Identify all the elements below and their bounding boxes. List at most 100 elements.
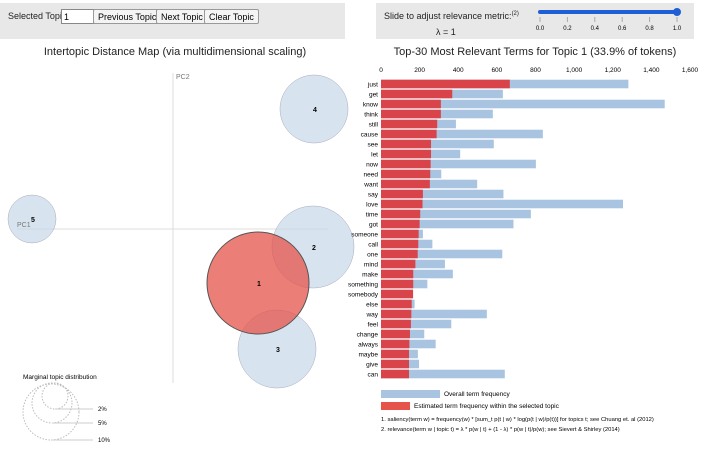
- topic-frequency-bar: [381, 349, 410, 359]
- overall-frequency-bar: [381, 319, 452, 329]
- marginal-topic-distribution: Marginal topic distribution 2% 5% 10%: [22, 374, 111, 444]
- term-label-else[interactable]: else: [366, 302, 378, 309]
- term-label-still[interactable]: still: [369, 122, 379, 129]
- term-label-cause[interactable]: cause: [361, 132, 379, 139]
- overall-frequency-bar: [381, 199, 623, 209]
- topic-frequency-bar: [381, 309, 412, 319]
- term-label-something[interactable]: something: [348, 282, 378, 289]
- overall-frequency-bar: [381, 249, 503, 259]
- marginal-label: 10%: [98, 438, 111, 444]
- term-label-can[interactable]: can: [368, 372, 379, 379]
- slider-handle[interactable]: [673, 8, 681, 16]
- overall-frequency-bar: [381, 99, 665, 109]
- topic-frequency-bar: [381, 219, 420, 229]
- term-label-change[interactable]: change: [357, 332, 379, 339]
- x-tick-label: 1,200: [605, 67, 622, 74]
- term-label-got[interactable]: got: [369, 222, 378, 229]
- term-label-see[interactable]: see: [368, 142, 379, 149]
- term-label-just[interactable]: just: [367, 82, 378, 89]
- slider-tick-label: 0.0: [536, 26, 545, 32]
- topic-frequency-bar: [381, 329, 410, 339]
- x-tick-label: 200: [414, 67, 425, 74]
- term-label-make[interactable]: make: [362, 272, 378, 279]
- topic-frequency-bar: [381, 249, 418, 259]
- term-label-think[interactable]: think: [364, 112, 378, 119]
- marginal-label: 2%: [98, 407, 107, 413]
- overall-frequency-bar: [381, 209, 531, 219]
- footnote: 1. saliency(term w) = frequency(w) * [su…: [381, 417, 654, 423]
- topic-label-3: 3: [276, 347, 280, 354]
- topic-frequency-bar: [381, 99, 441, 109]
- term-label-want[interactable]: want: [363, 182, 378, 189]
- topic-frequency-bar: [381, 199, 423, 209]
- term-label-way[interactable]: way: [365, 312, 378, 319]
- footnote: 2. relevance(term w | topic t) = λ * p(w…: [381, 427, 620, 433]
- topic-frequency-bar: [381, 179, 430, 189]
- term-label-get[interactable]: get: [369, 92, 378, 99]
- term-label-give[interactable]: give: [366, 362, 378, 369]
- term-label-let[interactable]: let: [371, 152, 378, 159]
- overall-frequency-bar: [381, 189, 504, 199]
- term-label-call[interactable]: call: [368, 242, 378, 249]
- topic-frequency-bar: [381, 229, 419, 239]
- x-tick-label: 0: [379, 67, 383, 74]
- topic-frequency-bar: [381, 299, 412, 309]
- slider-footnote: (2): [511, 11, 519, 17]
- relevance-slider[interactable]: 0.0 0.2 0.4 0.6 0.8 1.0: [536, 8, 682, 32]
- pc1-label: PC1: [17, 222, 31, 229]
- topic-labels: 1 2 3 4 5: [31, 107, 317, 354]
- legend-swatch-overall: [381, 390, 440, 398]
- topic-frequency-bar: [381, 119, 438, 129]
- topic-frequency-bar: [381, 259, 416, 269]
- term-label-love[interactable]: love: [366, 202, 378, 209]
- term-label-maybe[interactable]: maybe: [358, 352, 378, 359]
- term-label-somebody[interactable]: somebody: [348, 292, 379, 299]
- overall-frequency-bar: [381, 369, 505, 379]
- topic-circle-5[interactable]: [7, 194, 57, 244]
- term-label-say[interactable]: say: [368, 192, 379, 199]
- term-label-feel[interactable]: feel: [368, 322, 379, 329]
- selected-topic-input[interactable]: [61, 9, 95, 24]
- pc2-label: PC2: [176, 74, 190, 81]
- slider-tick-label: 0.2: [563, 26, 572, 32]
- topic-label-4: 4: [313, 107, 317, 114]
- topic-frequency-bar: [381, 269, 414, 279]
- term-label-now[interactable]: now: [366, 162, 378, 169]
- topic-frequency-bar: [381, 169, 431, 179]
- topic-frequency-bar: [381, 339, 410, 349]
- x-tick-label: 400: [453, 67, 464, 74]
- term-label-mind[interactable]: mind: [364, 262, 378, 269]
- term-label-need[interactable]: need: [364, 172, 379, 179]
- overall-frequency-bar: [381, 219, 514, 229]
- topic-frequency-bar: [381, 139, 432, 149]
- clear-topic-button[interactable]: Clear Topic: [204, 9, 259, 24]
- topic-frequency-bar: [381, 239, 419, 249]
- legend-label-overall: Overall term frequency: [444, 391, 510, 398]
- term-label-time[interactable]: time: [366, 212, 379, 219]
- topic-label-5: 5: [31, 217, 35, 224]
- topic-frequency-bar: [381, 79, 510, 89]
- topic-frequency-bar: [381, 359, 410, 369]
- marginal-label: 5%: [98, 421, 107, 427]
- topic-frequency-bar: [381, 189, 423, 199]
- overall-frequency-bar: [381, 269, 453, 279]
- topic-circle-4[interactable]: [279, 74, 349, 144]
- slider-label-text: Slide to adjust relevance metric:: [384, 11, 512, 21]
- topic-frequency-bar: [381, 109, 441, 119]
- term-label-always[interactable]: always: [358, 342, 379, 349]
- topic-circle-1[interactable]: [206, 231, 310, 335]
- topic-frequency-bar: [381, 89, 453, 99]
- overall-frequency-bar: [381, 159, 536, 169]
- relevance-slider-panel: Slide to adjust relevance metric:(2) λ =…: [376, 3, 694, 39]
- x-tick-label: 600: [491, 67, 502, 74]
- lambda-value: λ = 1: [436, 27, 456, 37]
- topic-frequency-bar: [381, 319, 411, 329]
- term-label-one[interactable]: one: [367, 252, 378, 259]
- marginal-title: Marginal topic distribution: [23, 374, 97, 381]
- term-label-know[interactable]: know: [363, 102, 378, 109]
- terms-chart-title: Top-30 Most Relevant Terms for Topic 1 (…: [393, 46, 677, 58]
- term-label-someone[interactable]: someone: [351, 232, 378, 239]
- terms-bar-chart: 0 200 400 600 800 1,000 1,200 1,400 1,600 just get…: [348, 67, 699, 433]
- topic-frequency-bar: [381, 289, 414, 299]
